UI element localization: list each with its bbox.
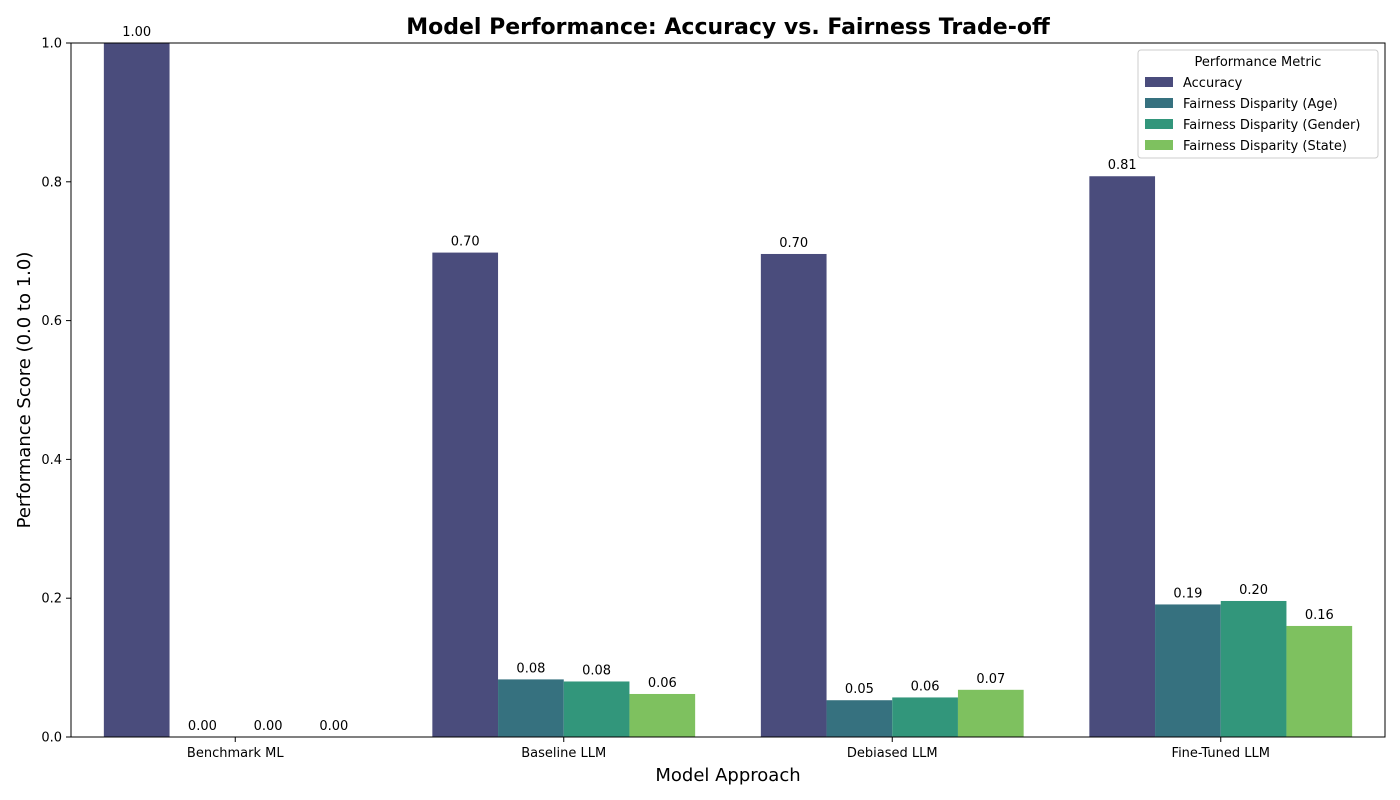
bar-value-label: 0.70 bbox=[779, 236, 808, 251]
legend-label: Accuracy bbox=[1183, 76, 1243, 91]
chart-title: Model Performance: Accuracy vs. Fairness… bbox=[406, 15, 1051, 40]
x-tick-label: Baseline LLM bbox=[521, 746, 606, 761]
legend-label: Fairness Disparity (State) bbox=[1183, 139, 1347, 154]
legend-frame bbox=[1137, 49, 1379, 159]
bar-value-label: 0.06 bbox=[911, 679, 940, 694]
legend-swatch bbox=[1145, 98, 1173, 108]
legend: Performance Metric Accuracy Fairness Dispa… bbox=[1137, 49, 1379, 159]
y-axis-label: Performance Score (0.0 to 1.0) bbox=[14, 252, 35, 529]
y-tick-label: 0.6 bbox=[41, 314, 62, 329]
legend-swatch bbox=[1145, 77, 1173, 87]
bar-value-label: 0.00 bbox=[188, 719, 217, 734]
bar bbox=[1089, 176, 1156, 738]
bar bbox=[1220, 600, 1287, 737]
x-tick-label: Benchmark ML bbox=[187, 746, 284, 761]
bar bbox=[892, 697, 958, 737]
x-tick-label: Debiased LLM bbox=[847, 746, 938, 761]
bar bbox=[563, 681, 630, 737]
bar bbox=[432, 252, 499, 737]
y-tick-label: 0.8 bbox=[41, 175, 62, 190]
bar-value-label: 0.08 bbox=[516, 661, 545, 676]
bar bbox=[498, 679, 564, 737]
y-tick-label: 0.0 bbox=[41, 731, 62, 746]
bar-value-label: 0.00 bbox=[319, 719, 348, 734]
bar-value-label: 0.00 bbox=[254, 719, 283, 734]
y-tick-label: 1.0 bbox=[41, 37, 62, 52]
legend-swatch bbox=[1145, 119, 1173, 129]
bar bbox=[957, 689, 1024, 737]
bar bbox=[826, 700, 893, 737]
bar-value-label: 0.19 bbox=[1173, 586, 1202, 601]
bar bbox=[1155, 604, 1221, 737]
bar bbox=[629, 693, 696, 737]
bar-value-label: 0.05 bbox=[845, 682, 874, 697]
bar-value-label: 0.16 bbox=[1305, 608, 1334, 623]
legend-swatch bbox=[1145, 140, 1173, 150]
bar-value-label: 0.06 bbox=[648, 676, 677, 691]
bar bbox=[1286, 625, 1353, 737]
legend-label: Fairness Disparity (Gender) bbox=[1183, 118, 1360, 133]
bar-value-label: 0.07 bbox=[976, 672, 1005, 687]
bar-value-label: 0.20 bbox=[1239, 583, 1268, 598]
bar-value-label: 0.08 bbox=[582, 663, 611, 678]
bar bbox=[103, 43, 170, 737]
bar bbox=[760, 253, 827, 737]
bar-value-label: 1.00 bbox=[122, 25, 151, 40]
legend-title: Performance Metric bbox=[1195, 55, 1322, 70]
plot-frame bbox=[70, 42, 1386, 738]
legend-label: Fairness Disparity (Age) bbox=[1183, 97, 1338, 112]
y-tick-label: 0.4 bbox=[41, 453, 62, 468]
x-axis-label: Model Approach bbox=[655, 765, 800, 786]
y-tick-label: 0.2 bbox=[41, 592, 62, 607]
bar-value-label: 0.70 bbox=[451, 235, 480, 250]
x-tick-label: Fine-Tuned LLM bbox=[1172, 746, 1270, 761]
bar-value-label: 0.81 bbox=[1108, 158, 1137, 173]
